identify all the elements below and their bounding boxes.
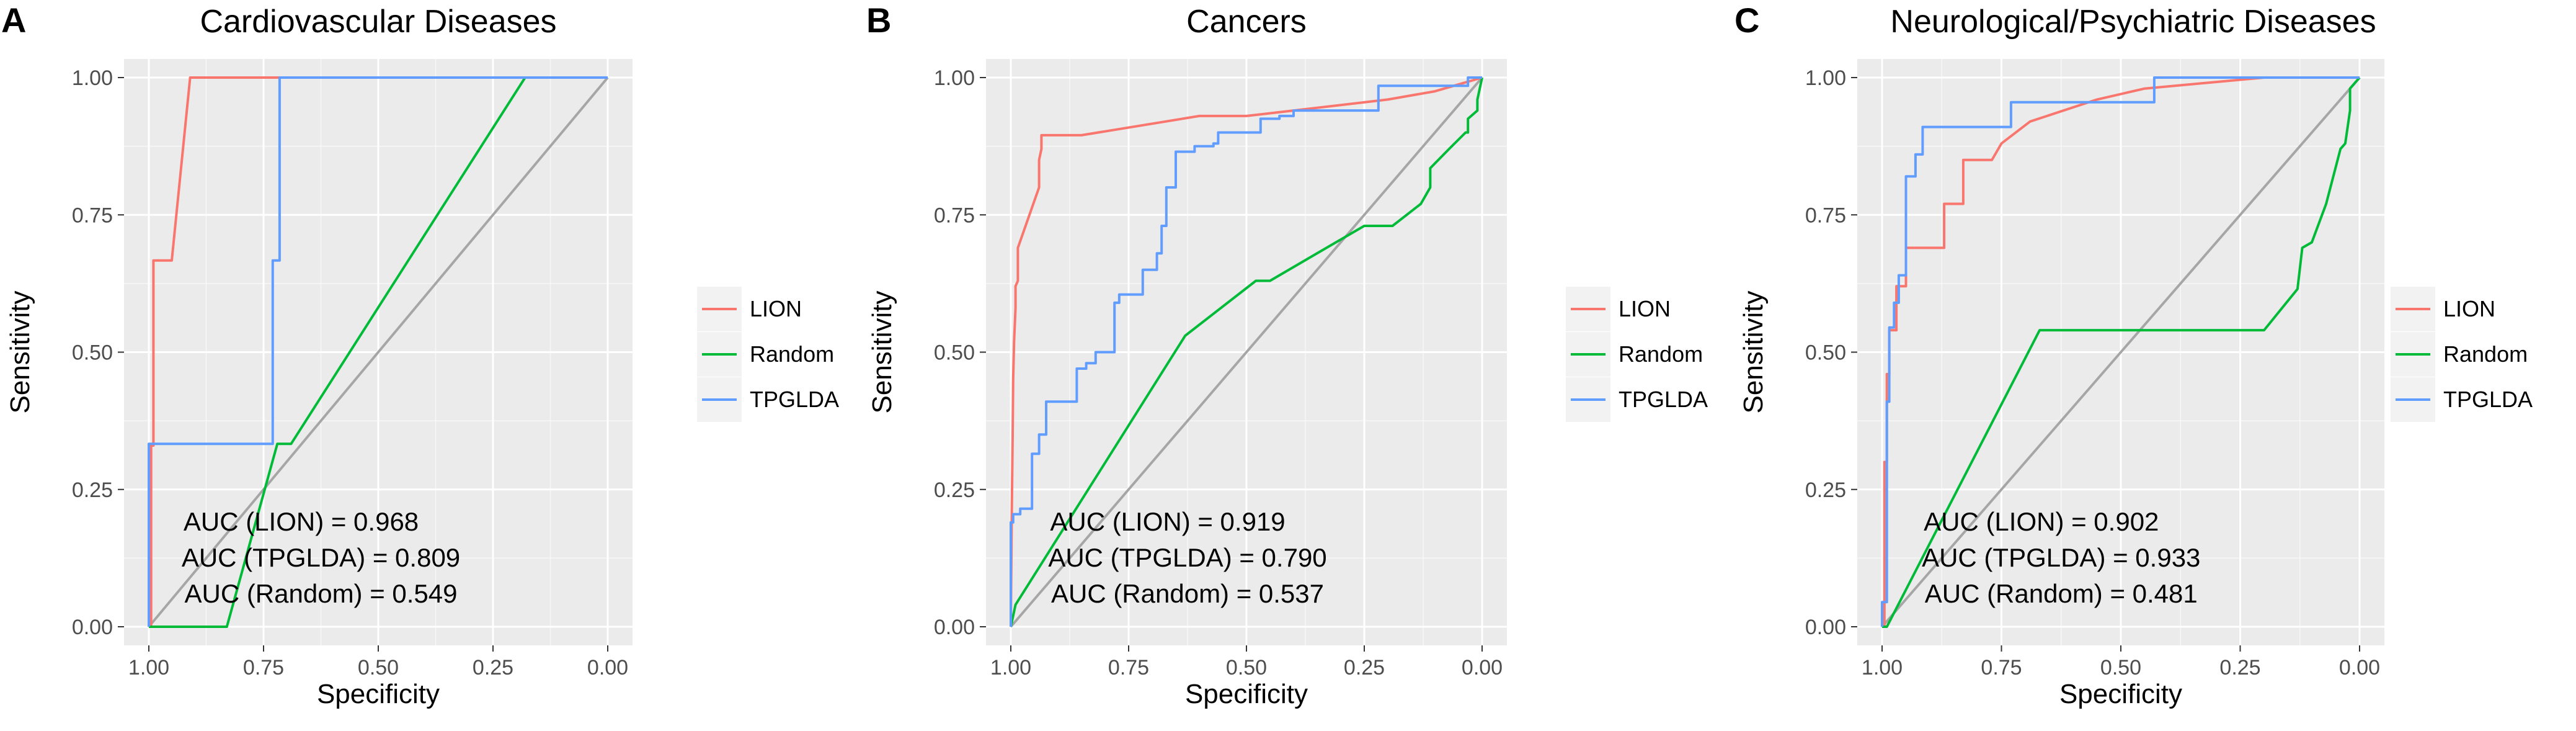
panel-title: Neurological/Psychiatric Diseases: [1890, 4, 2376, 40]
x-tick-label: 0.75: [1108, 656, 1149, 679]
x-tick-label: 1.00: [1862, 656, 1903, 679]
x-tick-label: 1.00: [990, 656, 1031, 679]
y-tick-label: 0.75: [72, 204, 113, 227]
legend-label-tpglda: TPGLDA: [1619, 387, 1708, 412]
y-tick-label: 0.00: [1805, 616, 1846, 639]
y-tick-label: 0.00: [72, 616, 113, 639]
y-tick-label: 0.50: [1805, 341, 1846, 365]
panel-title: Cardiovascular Diseases: [200, 4, 556, 40]
roc-line-random: [1010, 77, 1483, 627]
x-tick-label: 0.50: [358, 656, 399, 679]
y-tick-label: 1.00: [934, 66, 975, 90]
y-axis-title: Sensitivity: [1738, 290, 1769, 413]
x-tick-label: 0.75: [243, 656, 284, 679]
diagonal-reference-line: [1881, 76, 2361, 628]
y-tick-label: 0.25: [72, 478, 113, 502]
legend-label-lion: LION: [2443, 296, 2495, 321]
y-tick-label: 0.75: [1805, 204, 1846, 227]
panel-letter: C: [1734, 1, 1759, 40]
x-tick-label: 0.50: [1226, 656, 1267, 679]
diagonal-reference-line: [1010, 76, 1483, 628]
panel-a: A Cardiovascular Diseases 1.00 0.75 0.50 0.25…: [1, 1, 839, 709]
roc-line-tpglda: [1881, 76, 2360, 627]
x-tick-label: 0.00: [1462, 656, 1503, 679]
legend-label-random: Random: [1619, 341, 1703, 367]
auc-annotation: AUC (LION) = 0.968: [184, 507, 419, 536]
legend-label-random: Random: [2443, 341, 2528, 367]
y-tick-label: 0.00: [934, 616, 975, 639]
roc-line-tpglda: [148, 76, 608, 627]
roc-line-lion: [1010, 76, 1483, 627]
auc-annotation: AUC (TPGLDA) = 0.790: [1048, 543, 1326, 572]
x-tick-label: 1.00: [128, 656, 169, 679]
x-tick-label: 0.25: [2219, 656, 2260, 679]
auc-annotation: AUC (Random) = 0.549: [184, 579, 457, 608]
x-tick-label: 0.50: [2100, 656, 2141, 679]
roc-line-random: [149, 76, 526, 628]
legend-label-tpglda: TPGLDA: [750, 387, 839, 412]
auc-annotation: AUC (TPGLDA) = 0.933: [1922, 543, 2200, 572]
auc-annotation: AUC (Random) = 0.537: [1051, 579, 1324, 608]
legend: LION Random TPGLDA: [1566, 287, 1708, 422]
x-tick-label: 0.25: [1344, 656, 1385, 679]
x-tick-label: 0.25: [473, 656, 513, 679]
auc-annotation: AUC (LION) = 0.902: [1924, 507, 2159, 536]
auc-annotation: AUC (Random) = 0.481: [1925, 579, 2198, 608]
panel-b: B Cancers 1.00 0.75 0.50 0.25 0.00 0.00 0.25 0.50…: [866, 1, 1708, 709]
legend-label-lion: LION: [750, 296, 802, 321]
y-tick-label: 0.50: [934, 341, 975, 365]
panel-letter: A: [1, 1, 26, 40]
legend-label-lion: LION: [1619, 296, 1671, 321]
y-tick-label: 1.00: [1805, 66, 1846, 90]
panel-c: C Neurological/Psychiatric Diseases 1.00 0.…: [1734, 1, 2533, 709]
auc-annotation: AUC (LION) = 0.919: [1050, 507, 1285, 536]
y-axis-title: Sensitivity: [867, 290, 897, 413]
legend: LION Random TPGLDA: [697, 287, 839, 422]
diagonal-reference-line: [148, 76, 609, 628]
x-tick-label: 0.75: [1981, 656, 2022, 679]
auc-annotation: AUC (TPGLDA) = 0.809: [182, 543, 460, 572]
panel-letter: B: [866, 1, 891, 40]
roc-line-tpglda: [1010, 76, 1482, 627]
y-axis-title: Sensitivity: [5, 290, 35, 413]
y-tick-label: 1.00: [72, 66, 113, 90]
x-axis-title: Specificity: [317, 679, 440, 709]
x-axis-title: Specificity: [1185, 679, 1308, 709]
x-tick-label: 0.00: [2339, 656, 2380, 679]
legend-label-tpglda: TPGLDA: [2443, 387, 2533, 412]
legend-label-random: Random: [750, 341, 834, 367]
x-axis-title: Specificity: [2059, 679, 2182, 709]
roc-line-lion: [149, 76, 608, 628]
panel-title: Cancers: [1186, 4, 1307, 40]
legend: LION Random TPGLDA: [2391, 287, 2533, 422]
y-tick-label: 0.50: [72, 341, 113, 365]
y-tick-label: 0.25: [934, 478, 975, 502]
y-tick-label: 0.75: [934, 204, 975, 227]
roc-line-random: [1882, 76, 2361, 628]
x-tick-label: 0.00: [587, 656, 628, 679]
y-tick-label: 0.25: [1805, 478, 1846, 502]
